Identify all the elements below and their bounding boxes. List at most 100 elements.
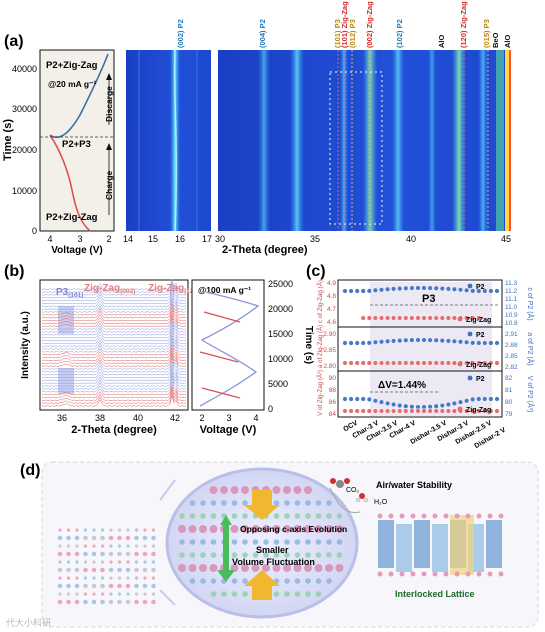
atom	[443, 513, 449, 519]
atom	[231, 513, 238, 519]
lattice-point	[379, 315, 385, 321]
panel-a-discharge-arrowhead	[106, 73, 112, 80]
c-tr-2: 11.1	[505, 296, 518, 303]
atom	[109, 544, 113, 548]
atom	[126, 560, 130, 564]
atom	[315, 591, 322, 597]
atom	[66, 599, 71, 605]
atom	[326, 513, 332, 519]
atom	[109, 576, 113, 580]
atom	[326, 539, 332, 545]
panel-a-voltage-box	[39, 49, 115, 232]
atom	[91, 567, 97, 573]
lattice-point	[433, 285, 439, 291]
xrd-trace	[41, 324, 186, 336]
atom	[263, 539, 269, 545]
atom	[241, 525, 249, 533]
xrd-trace	[41, 306, 187, 319]
atom	[66, 576, 71, 580]
interlock-block	[450, 515, 474, 575]
lattice-point	[372, 408, 378, 414]
lattice-point	[415, 408, 421, 414]
atom	[117, 535, 122, 541]
panel-b-volt-xlabel: Voltage (V)	[200, 424, 257, 436]
peak-label-2: (101) P3	[333, 19, 342, 48]
panel-a-phase-mid: P2+P3	[62, 139, 91, 150]
atom	[304, 525, 312, 533]
atom	[283, 486, 291, 494]
atom	[315, 500, 322, 506]
lattice-point	[348, 360, 354, 366]
xrd-trace	[41, 367, 187, 379]
molecule-h2o-o	[359, 493, 365, 499]
atom	[305, 578, 311, 584]
panel-d-h2o: H₂O	[374, 499, 388, 506]
atom	[221, 591, 227, 597]
xrd-trace	[41, 372, 187, 384]
xrd-trace	[41, 355, 187, 367]
atom	[83, 528, 88, 532]
atom	[83, 535, 88, 541]
lattice-point	[494, 396, 500, 402]
lattice-point	[360, 408, 366, 414]
lattice-point	[488, 360, 494, 366]
atom	[200, 513, 206, 519]
atom	[179, 552, 185, 558]
lattice-point	[403, 403, 409, 409]
atom	[66, 567, 71, 573]
m2-xtick-1: 35	[310, 234, 320, 244]
atom	[108, 551, 114, 557]
atom	[151, 551, 156, 557]
m1-xtick-0: 14	[123, 234, 133, 244]
atom	[75, 528, 79, 532]
atom	[108, 535, 114, 541]
atom	[151, 560, 156, 564]
lattice-point	[445, 338, 451, 344]
lattice-point	[409, 337, 415, 343]
lattice-point	[391, 360, 397, 366]
b-rytick-3: 15000	[268, 329, 293, 339]
lattice-point	[488, 408, 494, 414]
atom	[143, 592, 147, 596]
xrd-trace	[41, 389, 187, 402]
atom	[325, 564, 333, 572]
lattice-point	[403, 337, 409, 343]
b-vxtick-1: 3	[226, 413, 231, 423]
lattice-point	[372, 287, 378, 293]
panel-a-phase-top: P2+Zig-Zag	[46, 60, 98, 71]
lattice-point	[464, 408, 470, 414]
c-ml-2: 2.80	[323, 363, 336, 370]
lattice-point	[451, 408, 457, 414]
atom	[189, 578, 196, 584]
atom	[293, 525, 302, 533]
legend-zz-2: Zig-Zag	[466, 362, 491, 369]
xrd-trace	[41, 310, 187, 322]
atom	[251, 525, 260, 533]
xrd-trace	[41, 347, 187, 359]
lattice-point	[494, 408, 500, 414]
lattice-point	[476, 340, 482, 346]
lattice-point	[439, 360, 445, 366]
atom	[326, 500, 332, 506]
panel-d-interlocked: Interlocked Lattice	[395, 589, 475, 599]
atom	[100, 567, 105, 573]
atom	[142, 551, 148, 557]
panel-d-arrow-down-top	[244, 490, 280, 520]
xrd-trace	[41, 360, 187, 373]
lattice-point	[439, 315, 445, 321]
lattice-point	[372, 398, 378, 404]
panel-b-traces	[41, 278, 187, 407]
lattice-point	[421, 315, 427, 321]
lattice-point	[451, 360, 457, 366]
lattice-point	[385, 408, 391, 414]
atom	[231, 578, 238, 584]
atom	[134, 576, 139, 580]
lattice-point	[433, 403, 439, 409]
atom	[108, 599, 114, 605]
atom	[304, 564, 312, 572]
watermark: 代大小科研	[6, 617, 51, 628]
atom	[293, 486, 302, 494]
atom	[100, 528, 105, 532]
lattice-point	[379, 399, 385, 405]
